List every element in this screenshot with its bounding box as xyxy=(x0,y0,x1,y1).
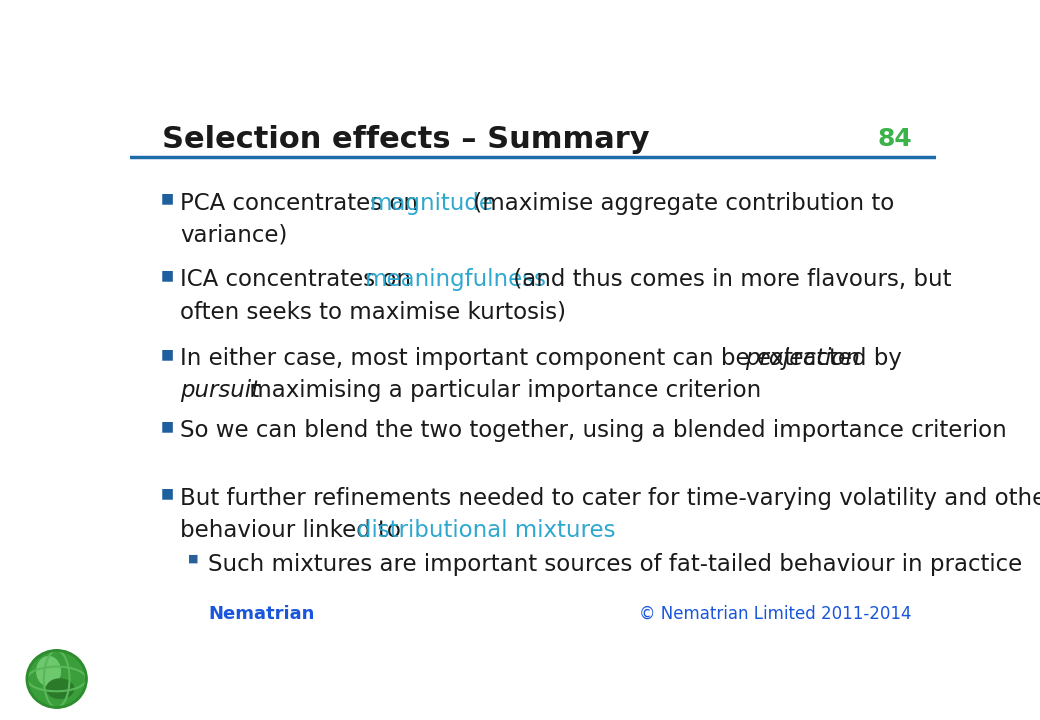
Text: maximising a particular importance criterion: maximising a particular importance crite… xyxy=(242,379,761,402)
Text: ■: ■ xyxy=(160,347,174,361)
Ellipse shape xyxy=(47,679,74,698)
Circle shape xyxy=(27,650,86,708)
Text: magnitude: magnitude xyxy=(370,192,494,215)
Text: ■: ■ xyxy=(160,269,174,282)
Text: © Nematrian Limited 2011-2014: © Nematrian Limited 2011-2014 xyxy=(640,606,912,624)
Text: So we can blend the two together, using a blended importance criterion: So we can blend the two together, using … xyxy=(180,419,1007,442)
Text: projection: projection xyxy=(745,347,860,370)
Text: ■: ■ xyxy=(160,487,174,500)
Text: PCA concentrates on: PCA concentrates on xyxy=(180,192,425,215)
Text: (maximise aggregate contribution to: (maximise aggregate contribution to xyxy=(466,192,894,215)
Text: ■: ■ xyxy=(160,192,174,206)
Text: ■: ■ xyxy=(188,553,199,563)
Text: often seeks to maximise kurtosis): often seeks to maximise kurtosis) xyxy=(180,300,566,323)
Text: ■: ■ xyxy=(160,419,174,433)
Text: Nematrian: Nematrian xyxy=(208,606,314,624)
Text: 84: 84 xyxy=(877,127,912,151)
Text: distributional mixtures: distributional mixtures xyxy=(357,519,616,542)
Text: behaviour linked to: behaviour linked to xyxy=(180,519,408,542)
Text: meaningfulness: meaningfulness xyxy=(365,269,547,292)
Text: Such mixtures are important sources of fat-tailed behaviour in practice: Such mixtures are important sources of f… xyxy=(208,553,1022,576)
Text: pursuit: pursuit xyxy=(180,379,260,402)
Text: (and thus comes in more flavours, but: (and thus comes in more flavours, but xyxy=(505,269,952,292)
Text: Selection effects – Summary: Selection effects – Summary xyxy=(162,125,650,153)
Ellipse shape xyxy=(36,657,60,685)
Text: In either case, most important component can be extracted by: In either case, most important component… xyxy=(180,347,909,370)
Text: ICA concentrates on: ICA concentrates on xyxy=(180,269,418,292)
Text: But further refinements needed to cater for time-varying volatility and other: But further refinements needed to cater … xyxy=(180,487,1040,510)
Text: variance): variance) xyxy=(180,224,287,247)
